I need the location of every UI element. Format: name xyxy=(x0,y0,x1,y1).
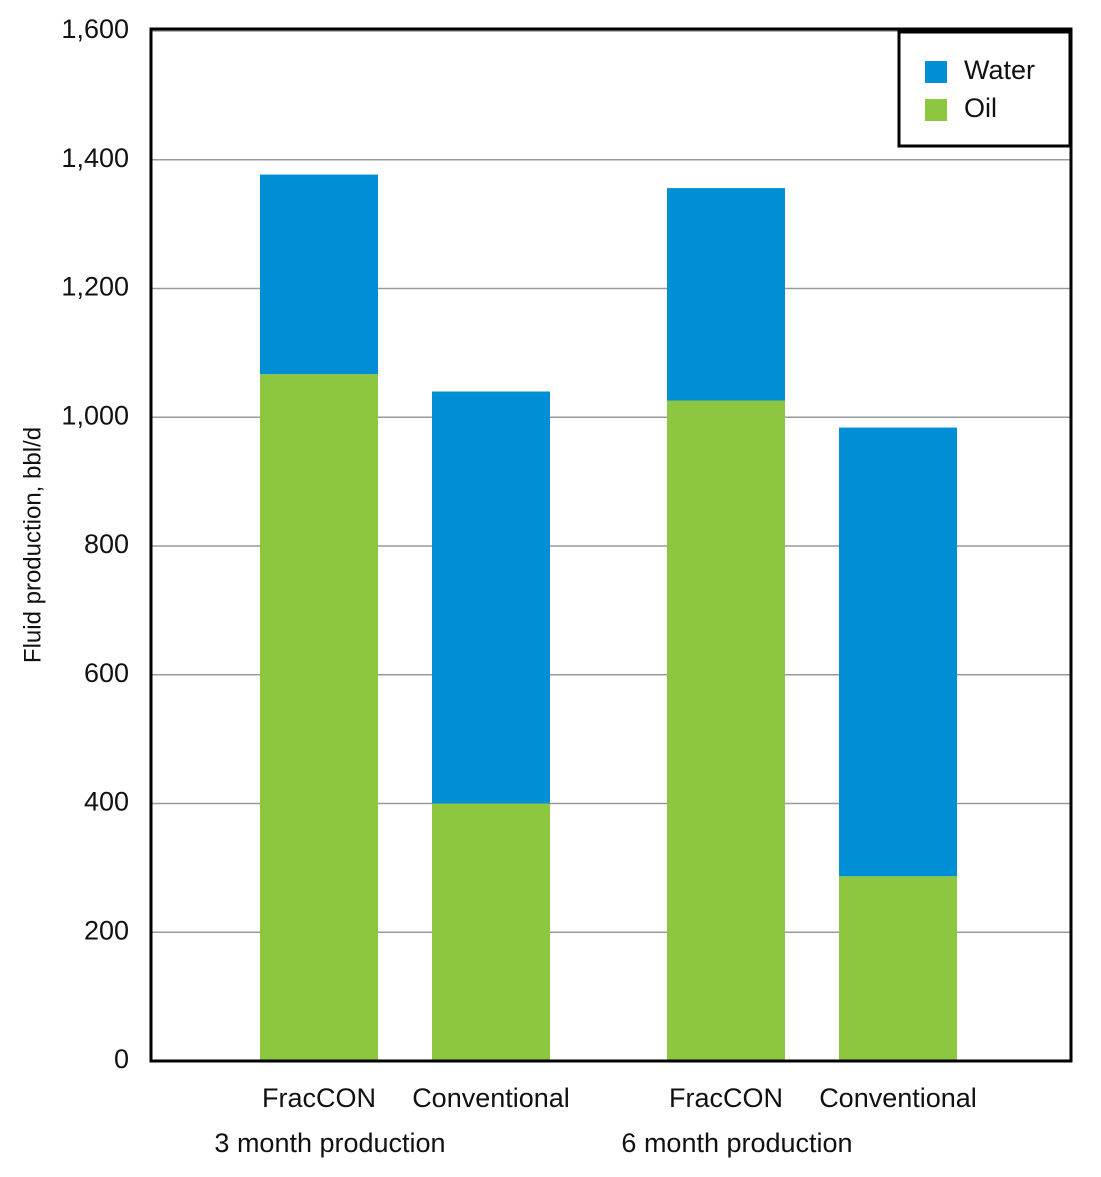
bar-segment xyxy=(667,188,785,401)
x-tick-label: FracCON xyxy=(669,1083,783,1113)
y-axis-label: Fluid production, bbl/d xyxy=(19,427,46,663)
legend-swatch xyxy=(925,61,947,83)
bar-segment xyxy=(432,803,550,1061)
bar-segment xyxy=(260,174,378,375)
y-tick-label: 800 xyxy=(84,529,129,559)
y-tick-label: 1,200 xyxy=(61,272,129,302)
bar-segment xyxy=(667,400,785,1061)
y-tick-label: 400 xyxy=(84,787,129,817)
y-tick-label: 200 xyxy=(84,915,129,945)
x-tick-label: Conventional xyxy=(819,1083,977,1113)
y-tick-label: 600 xyxy=(84,658,129,688)
group-label: 6 month production xyxy=(621,1128,852,1158)
y-tick-label: 1,400 xyxy=(61,143,129,173)
y-tick-label: 0 xyxy=(114,1044,129,1074)
y-tick-label: 1,600 xyxy=(61,14,129,44)
x-tick-label: Conventional xyxy=(412,1083,570,1113)
bar-segment xyxy=(432,391,550,804)
legend-label: Water xyxy=(964,55,1035,85)
bar-segment xyxy=(260,374,378,1061)
y-tick-label: 1,000 xyxy=(61,400,129,430)
legend-swatch xyxy=(925,99,947,121)
legend-label: Oil xyxy=(964,93,997,123)
plot-frame xyxy=(149,27,1073,1063)
legend-box xyxy=(897,30,1072,148)
group-label: 3 month production xyxy=(214,1128,445,1158)
x-tick-label: FracCON xyxy=(262,1083,376,1113)
bar-segment xyxy=(839,876,957,1061)
bar-segment xyxy=(839,427,957,877)
